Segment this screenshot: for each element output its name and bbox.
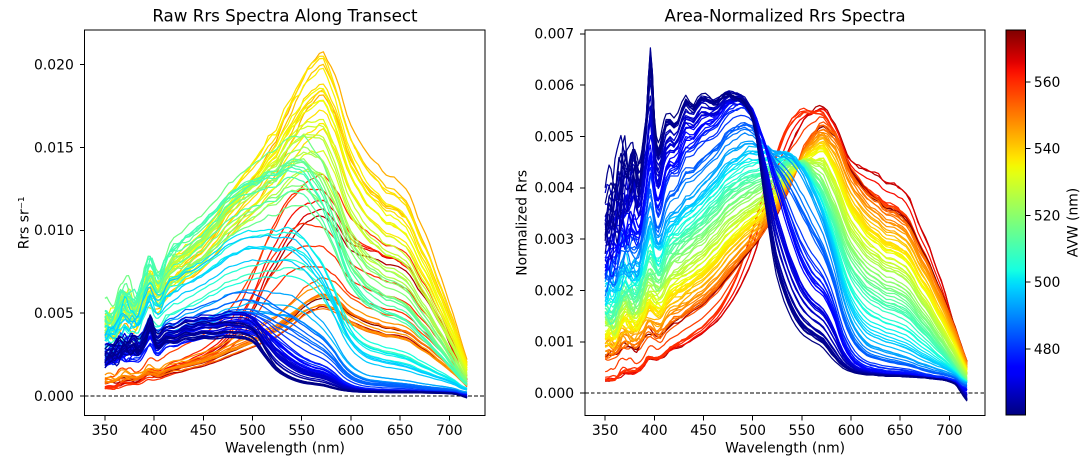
raw-x-tick-label: 400 xyxy=(141,423,168,439)
normalized-plot-ylabel: Normalized Rrs xyxy=(515,170,531,276)
normalized-x-tick-label: 650 xyxy=(887,423,914,439)
raw-spectrum-line xyxy=(104,265,468,390)
avw-colorbar-tick-label: 560 xyxy=(1034,75,1061,91)
avw-colorbar-gradient xyxy=(1005,29,1027,416)
normalized-plot-xlabel: Wavelength (nm) xyxy=(725,441,845,457)
normalized-spectra-lines xyxy=(585,47,986,402)
raw-spectrum-line xyxy=(104,166,468,385)
normalized-y-tick-label: 0.006 xyxy=(534,78,574,94)
avw-colorbar: 480 500 520 540 560 AVW (nm) xyxy=(1005,29,1082,416)
avw-colorbar-tick-label: 500 xyxy=(1034,275,1061,291)
normalized-spectra-plot: 350 400 450 500 550 600 650 700 0.000 0.001 0.002 0… xyxy=(515,6,986,457)
raw-spectra-plot: 350 400 450 500 550 600 650 700 0.000 0.005 0.010 0… xyxy=(17,6,486,457)
raw-spectrum-line xyxy=(104,247,468,391)
normalized-x-tick-label: 700 xyxy=(936,423,963,439)
raw-spectrum-line xyxy=(104,246,468,390)
raw-y-tick-label: 0.000 xyxy=(34,389,74,405)
raw-plot-axes: 350 400 450 500 550 600 650 700 0.000 0.005 0.010 0… xyxy=(34,29,486,439)
raw-x-tick-label: 450 xyxy=(190,423,217,439)
normalized-x-tick-label: 500 xyxy=(739,423,766,439)
raw-spectrum-line xyxy=(104,314,468,399)
raw-x-tick-label: 600 xyxy=(338,423,365,439)
normalized-y-tick-label: 0.007 xyxy=(534,27,574,43)
normalized-spectrum-line xyxy=(604,136,968,367)
normalized-spectrum-line xyxy=(605,133,968,366)
normalized-y-tick-label: 0.002 xyxy=(534,283,574,299)
avw-colorbar-tick-label: 520 xyxy=(1034,208,1061,224)
raw-y-tick-label: 0.010 xyxy=(34,223,74,239)
raw-y-tick-label: 0.020 xyxy=(34,58,74,74)
raw-spectrum-line xyxy=(104,99,468,369)
raw-y-tick-label: 0.015 xyxy=(34,140,74,156)
raw-spectrum-line xyxy=(104,164,468,385)
avw-colorbar-label: AVW (nm) xyxy=(1066,188,1082,257)
raw-spectra-lines xyxy=(84,51,486,399)
normalized-plot-axes: 350 400 450 500 550 600 650 700 0.000 0.001 0.002 0… xyxy=(534,27,986,439)
normalized-plot-spines xyxy=(584,29,986,417)
raw-x-tick-label: 650 xyxy=(387,423,414,439)
normalized-x-tick-label: 600 xyxy=(838,423,865,439)
raw-x-tick-label: 550 xyxy=(288,423,315,439)
avw-colorbar-tick-label: 480 xyxy=(1034,342,1061,358)
raw-x-tick-label: 500 xyxy=(239,423,266,439)
raw-spectrum-line xyxy=(104,328,468,399)
normalized-spectrum-line xyxy=(604,150,968,371)
normalized-spectrum-line xyxy=(604,64,968,402)
raw-y-tick-label: 0.005 xyxy=(34,306,74,322)
normalized-y-tick-label: 0.005 xyxy=(534,129,574,145)
normalized-y-tick-label: 0.000 xyxy=(534,386,574,402)
raw-plot-spines xyxy=(84,29,486,417)
normalized-spectrum-line xyxy=(604,129,968,364)
normalized-x-tick-label: 550 xyxy=(789,423,816,439)
raw-spectrum-line xyxy=(104,190,468,386)
raw-spectrum-line xyxy=(104,234,468,390)
normalized-x-tick-label: 400 xyxy=(641,423,668,439)
raw-spectrum-line xyxy=(104,259,468,391)
normalized-x-tick-label: 450 xyxy=(690,423,717,439)
avw-colorbar-tick-label: 540 xyxy=(1034,142,1061,158)
avw-colorbar-ticks: 480 500 520 540 560 xyxy=(1025,75,1061,358)
raw-plot-xlabel: Wavelength (nm) xyxy=(225,441,345,457)
normalized-x-tick-label: 350 xyxy=(592,423,619,439)
raw-x-tick-label: 350 xyxy=(92,423,119,439)
normalized-y-tick-label: 0.001 xyxy=(534,335,574,351)
raw-x-tick-label: 700 xyxy=(436,423,463,439)
normalized-spectrum-line xyxy=(605,132,968,365)
raw-spectrum-line xyxy=(104,258,468,390)
raw-plot-title: Raw Rrs Spectra Along Transect xyxy=(152,6,418,26)
normalized-plot-title: Area-Normalized Rrs Spectra xyxy=(665,6,906,26)
raw-spectrum-line xyxy=(104,245,468,390)
normalized-y-tick-label: 0.003 xyxy=(534,232,574,248)
normalized-y-tick-label: 0.004 xyxy=(534,181,574,197)
raw-plot-ylabel: Rrs sr⁻¹ xyxy=(17,196,33,249)
